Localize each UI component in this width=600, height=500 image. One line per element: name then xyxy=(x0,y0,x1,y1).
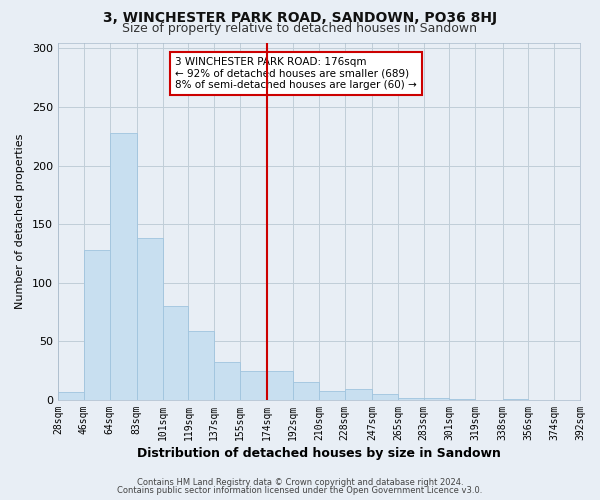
Bar xyxy=(110,132,137,400)
Text: Contains public sector information licensed under the Open Government Licence v3: Contains public sector information licen… xyxy=(118,486,482,495)
Bar xyxy=(398,398,424,400)
Y-axis label: Number of detached properties: Number of detached properties xyxy=(15,134,25,309)
Bar xyxy=(214,362,240,400)
Bar xyxy=(240,370,268,400)
Bar xyxy=(345,390,372,400)
Bar xyxy=(84,250,110,400)
X-axis label: Distribution of detached houses by size in Sandown: Distribution of detached houses by size … xyxy=(137,447,501,460)
Text: 3 WINCHESTER PARK ROAD: 176sqm
← 92% of detached houses are smaller (689)
8% of : 3 WINCHESTER PARK ROAD: 176sqm ← 92% of … xyxy=(175,57,417,90)
Bar xyxy=(188,331,214,400)
Bar xyxy=(137,238,163,400)
Bar xyxy=(503,399,529,400)
Text: 3, WINCHESTER PARK ROAD, SANDOWN, PO36 8HJ: 3, WINCHESTER PARK ROAD, SANDOWN, PO36 8… xyxy=(103,11,497,25)
Bar xyxy=(372,394,398,400)
Bar xyxy=(319,390,345,400)
Text: Contains HM Land Registry data © Crown copyright and database right 2024.: Contains HM Land Registry data © Crown c… xyxy=(137,478,463,487)
Bar xyxy=(449,399,475,400)
Bar xyxy=(293,382,319,400)
Bar xyxy=(268,370,293,400)
Bar xyxy=(424,398,449,400)
Text: Size of property relative to detached houses in Sandown: Size of property relative to detached ho… xyxy=(122,22,478,35)
Bar xyxy=(163,306,188,400)
Bar xyxy=(58,392,84,400)
